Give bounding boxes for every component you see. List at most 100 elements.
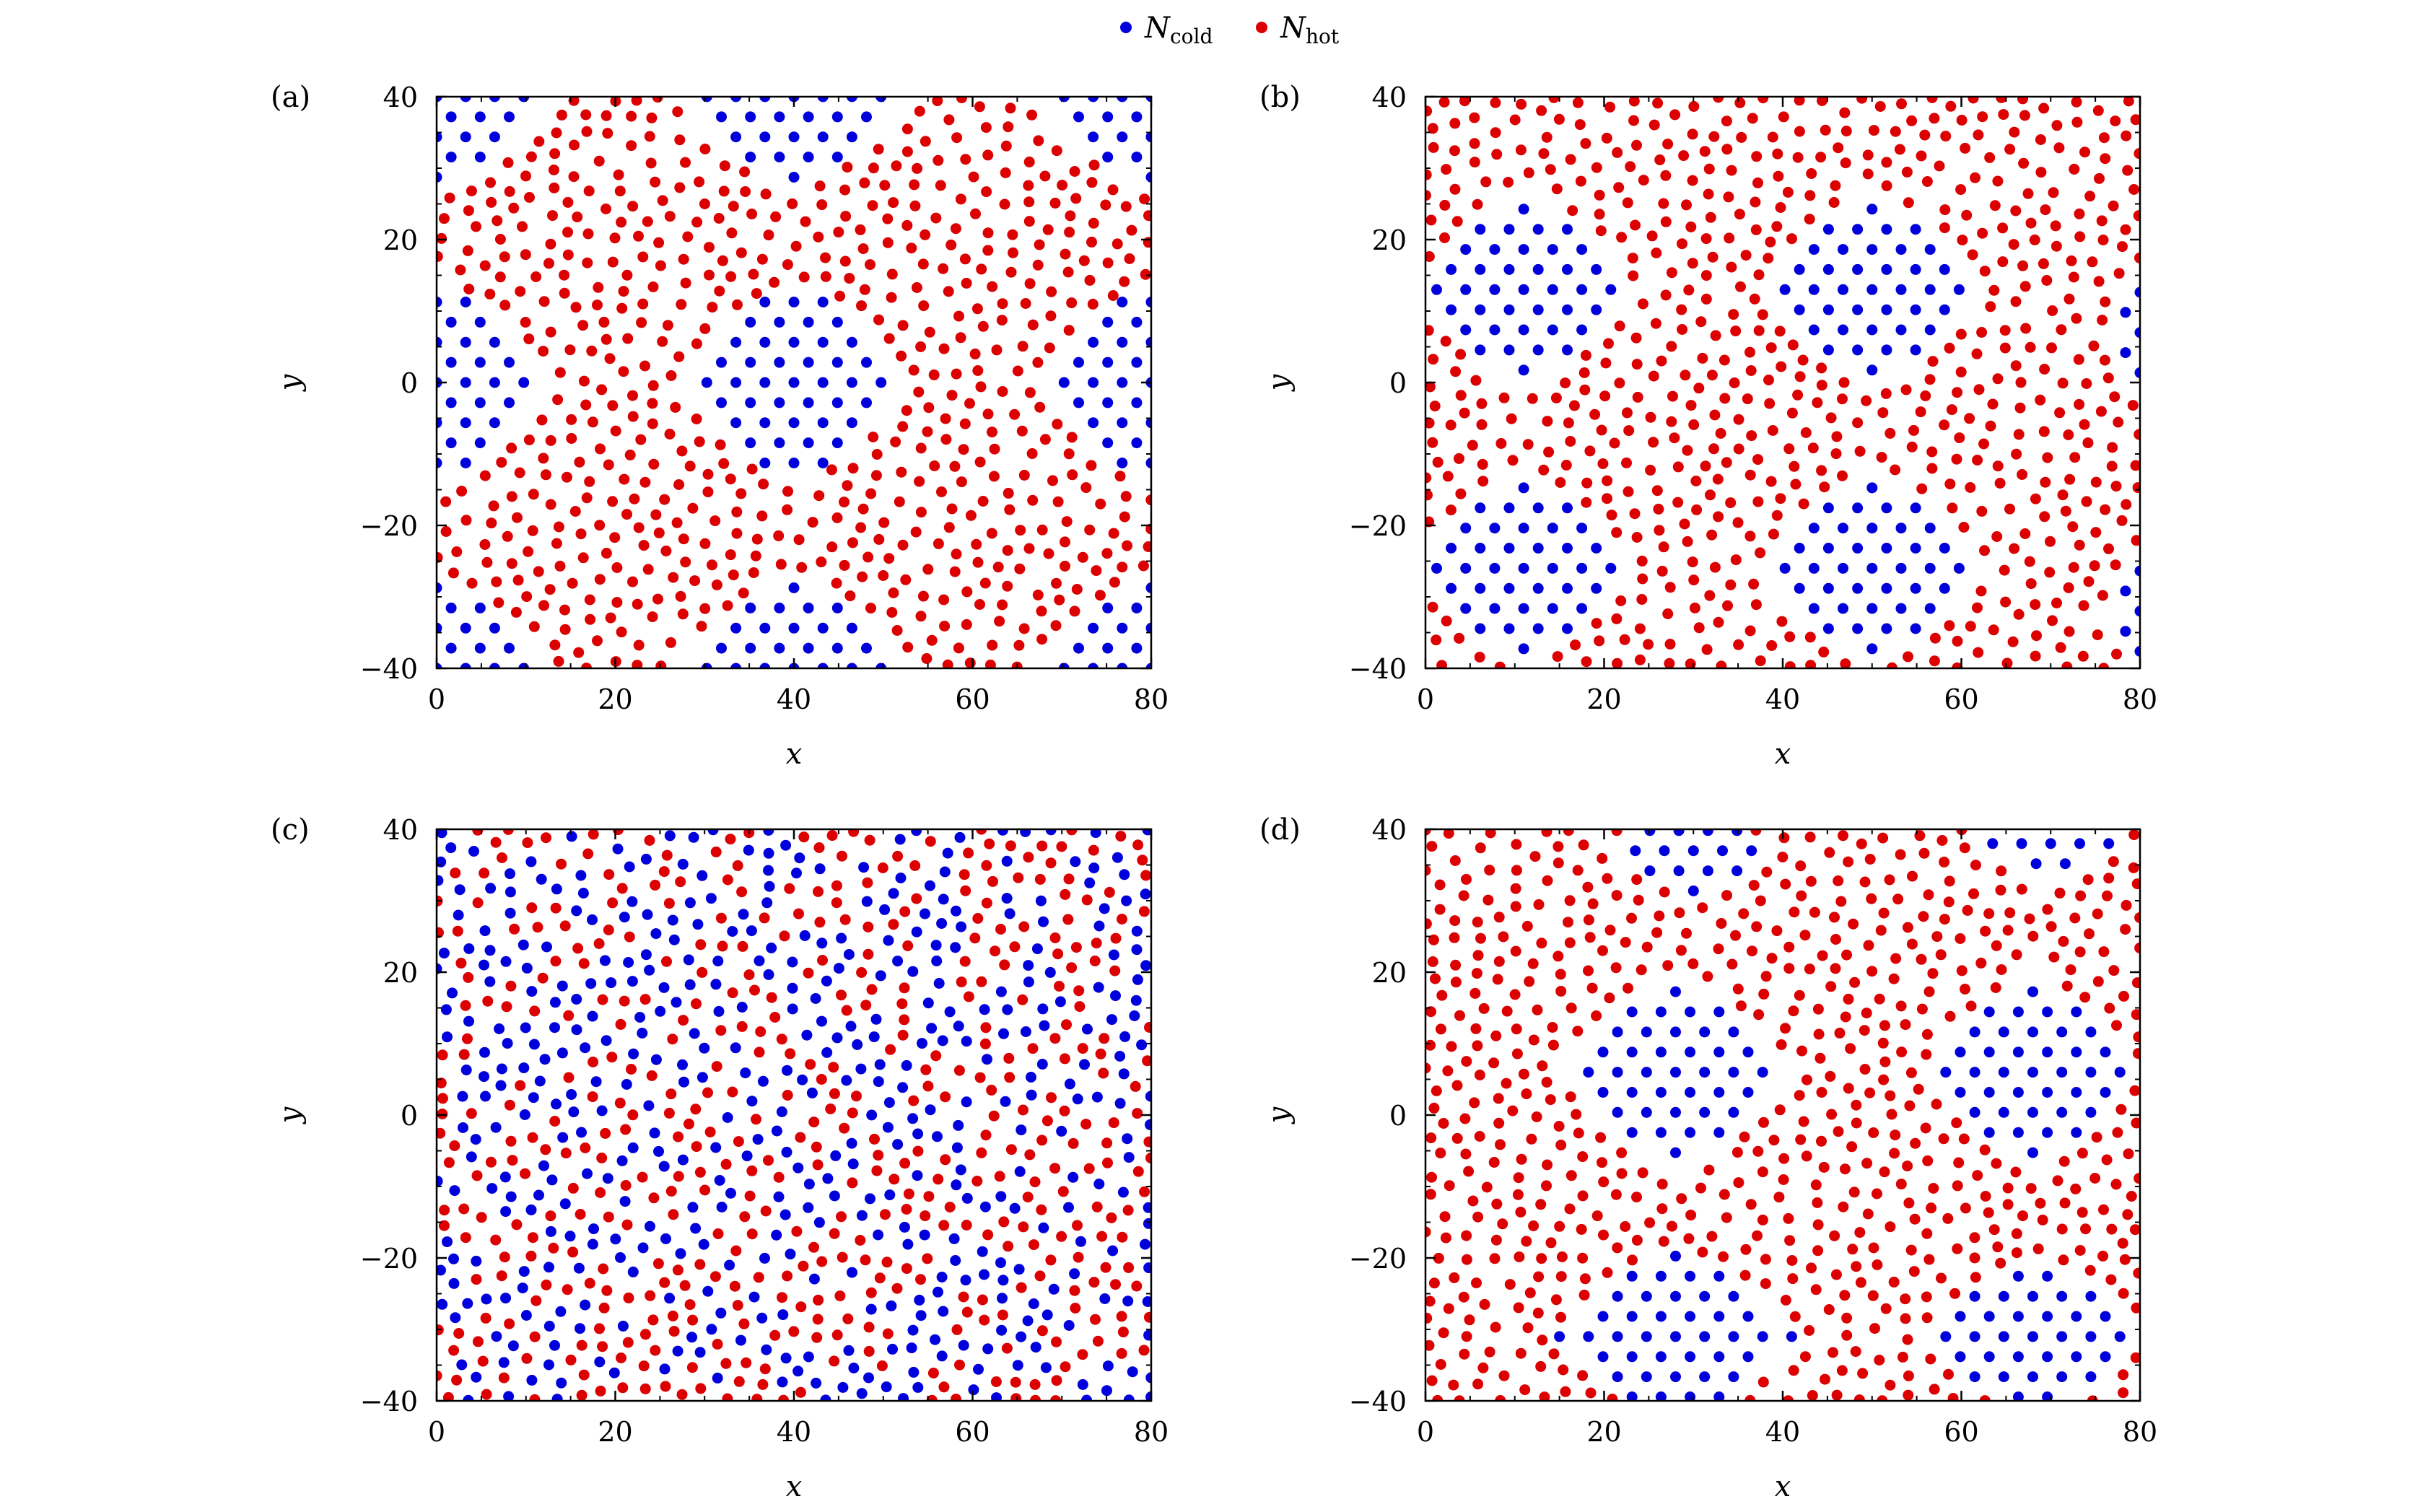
hot-particle: [1101, 1137, 1113, 1149]
hot-particle: [997, 386, 1008, 397]
cold-particle: [831, 602, 843, 613]
cold-particle: [788, 297, 800, 307]
cold-particle: [780, 839, 792, 851]
hot-particle: [665, 1088, 677, 1100]
hot-particle: [1425, 214, 1437, 226]
cold-particle: [678, 1076, 689, 1088]
cold-particle: [650, 1054, 662, 1065]
hot-particle: [657, 336, 668, 347]
cold-particle: [1001, 893, 1013, 904]
x-tick-label: 40: [1765, 1416, 1800, 1448]
hot-particle: [2054, 407, 2066, 419]
hot-particle: [1996, 865, 2007, 877]
hot-particle: [1601, 132, 1612, 144]
hot-particle: [529, 1394, 541, 1401]
hot-particle: [2056, 1223, 2068, 1235]
hot-particle: [1942, 1212, 1954, 1224]
hot-particle: [1863, 940, 1874, 951]
hot-particle: [1597, 1157, 1607, 1168]
hot-particle: [1920, 390, 1931, 401]
cold-particle: [817, 663, 829, 668]
cold-particle: [1099, 903, 1110, 914]
cold-particle: [979, 1269, 990, 1280]
hot-particle: [998, 1216, 1010, 1228]
cold-particle: [803, 111, 814, 123]
cold-particle: [474, 602, 486, 613]
cold-particle: [1644, 829, 1656, 836]
cold-particle: [2027, 1026, 2038, 1038]
hot-particle: [944, 1202, 956, 1212]
hot-particle: [722, 600, 733, 611]
hot-particle: [1476, 419, 1488, 430]
cold-particle: [730, 622, 742, 634]
cold-particle: [791, 868, 802, 879]
cold-particle: [1742, 1087, 1754, 1098]
cold-particle: [1612, 1371, 1623, 1383]
hot-particle: [1564, 1203, 1576, 1215]
cold-particle: [852, 1039, 863, 1050]
hot-particle: [731, 506, 743, 517]
hot-particle: [1062, 914, 1074, 925]
hot-particle: [879, 180, 891, 191]
hot-particle: [647, 611, 658, 623]
cold-particle: [745, 642, 756, 654]
hot-particle: [1681, 927, 1692, 939]
hot-particle: [1034, 401, 1046, 413]
hot-particle: [1931, 931, 1943, 943]
cold-particle: [1983, 1127, 1995, 1138]
hot-particle: [1488, 1157, 1500, 1168]
cold-particle: [645, 1220, 655, 1232]
hot-particle: [1425, 1006, 1436, 1018]
hot-particle: [2109, 391, 2121, 403]
hot-particle: [532, 922, 543, 933]
hot-particle: [1591, 618, 1602, 629]
hot-particle: [2115, 1104, 2127, 1115]
hot-particle: [595, 1187, 606, 1198]
cold-particle: [500, 1293, 511, 1304]
hot-particle: [1856, 838, 1867, 849]
hot-particle: [1878, 1074, 1890, 1085]
hot-particle: [1976, 505, 1988, 517]
cold-particle: [997, 829, 1008, 836]
hot-particle: [1824, 847, 1835, 858]
hot-particle: [1900, 1293, 1911, 1305]
hot-particle: [1954, 432, 1965, 444]
hot-particle: [536, 414, 548, 426]
hot-particle: [1003, 1052, 1015, 1064]
hot-particle: [572, 943, 584, 954]
hot-particle: [520, 170, 531, 182]
hot-particle: [1518, 1068, 1529, 1080]
hot-particle: [2052, 1175, 2064, 1187]
hot-particle: [1758, 1116, 1769, 1128]
cold-particle: [1910, 263, 1921, 275]
hot-particle: [2081, 496, 2092, 507]
hot-particle: [1450, 959, 1462, 971]
hot-particle: [909, 179, 920, 191]
hot-particle: [2029, 234, 2040, 245]
cold-particle: [930, 940, 942, 951]
hot-particle: [1812, 1245, 1824, 1257]
cold-particle: [806, 1087, 818, 1098]
cold-particle: [892, 956, 904, 967]
hot-particle: [1849, 976, 1861, 988]
hot-particle: [682, 231, 694, 242]
hot-particle: [600, 1127, 611, 1139]
cold-particle: [831, 152, 843, 163]
hot-particle: [1532, 1004, 1543, 1015]
cold-particle: [861, 357, 872, 368]
hot-particle: [1726, 261, 1737, 273]
hot-particle: [1623, 486, 1634, 497]
cold-particle: [2012, 1006, 2024, 1018]
hot-particle: [437, 1127, 446, 1139]
hot-particle: [739, 1211, 751, 1223]
hot-particle: [1726, 958, 1738, 970]
hot-particle: [769, 276, 780, 288]
hot-particle: [1840, 157, 1851, 169]
cold-particle: [1004, 908, 1016, 919]
cold-particle: [1808, 324, 1820, 336]
hot-particle: [1906, 938, 1918, 950]
cold-particle: [716, 1202, 728, 1212]
cold-particle: [944, 1006, 956, 1018]
hot-particle: [1565, 1002, 1577, 1014]
hot-particle: [1495, 1395, 1506, 1401]
